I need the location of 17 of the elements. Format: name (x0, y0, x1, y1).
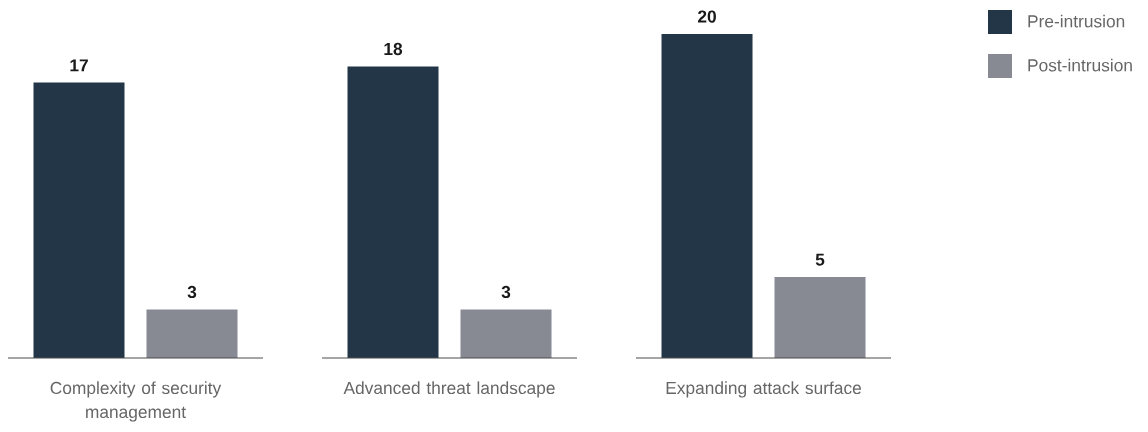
legend-label: Post-intrusion (1028, 58, 1132, 72)
data-label: 3 (187, 285, 197, 299)
data-label: 20 (697, 10, 716, 23)
data-label: 3 (501, 285, 511, 299)
x-tick-label: Advanced threat landscape (343, 381, 555, 398)
data-label: 17 (70, 59, 88, 72)
x-tick-label: Expanding attack surface (666, 381, 861, 398)
data-label: 5 (815, 253, 825, 266)
x-tick-label: Complexity of security management (50, 381, 222, 422)
legend-label: Pre-intrusion (1028, 14, 1125, 28)
bar (33, 82, 125, 358)
bar (347, 66, 439, 358)
bar (146, 309, 238, 358)
bar (460, 309, 552, 358)
bar (774, 277, 866, 358)
bar (661, 34, 753, 358)
data-label: 18 (384, 42, 403, 56)
